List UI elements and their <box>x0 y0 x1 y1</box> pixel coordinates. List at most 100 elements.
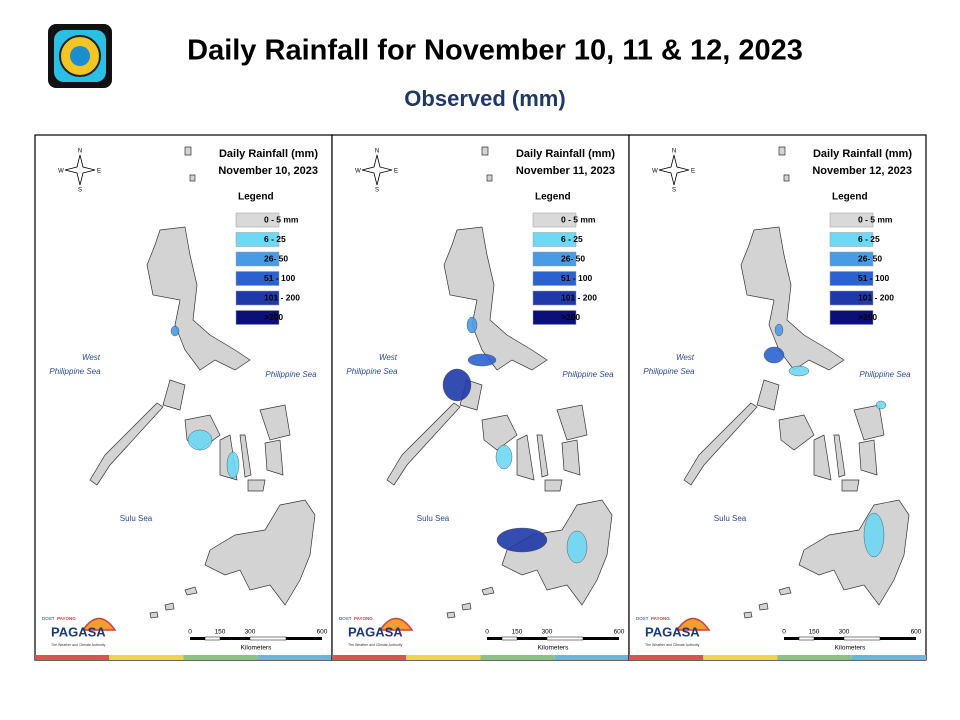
footer-strip <box>257 655 332 660</box>
compass-letter: E <box>97 169 101 175</box>
legend-label: 26- 50 <box>264 253 288 263</box>
landmass <box>841 479 860 492</box>
sea-label: Sulu Sea <box>417 514 450 523</box>
map-date: November 11, 2023 <box>516 165 615 177</box>
legend-label: 51 - 100 <box>858 273 889 283</box>
landmass <box>386 402 461 486</box>
legend-label: 26- 50 <box>858 253 882 263</box>
legend-swatch <box>829 212 874 228</box>
footer-strip <box>554 655 629 660</box>
landmass <box>556 404 588 441</box>
landmass <box>149 611 159 619</box>
map-date: November 10, 2023 <box>218 165 318 177</box>
sea-label: Philippine Sea <box>562 370 614 379</box>
landmass <box>486 174 493 182</box>
logo-text: DOST <box>339 616 352 621</box>
legend-swatch <box>829 310 874 325</box>
rainfall-area <box>788 365 810 377</box>
sea-label: West <box>82 353 101 362</box>
rainfall-area <box>763 346 785 364</box>
landmass <box>146 226 251 371</box>
landmass <box>858 439 878 476</box>
legend-swatch <box>532 310 577 325</box>
map-panel: N E S W Daily Rainfall (mm) November 12, 2023… <box>628 134 927 661</box>
scale-label: 300 <box>839 629 850 636</box>
logo-text: PAGASA <box>51 624 106 639</box>
sea-label: Sulu Sea <box>714 514 747 523</box>
scale-label: 150 <box>512 629 523 636</box>
sea-label: West <box>379 353 398 362</box>
landmass <box>446 611 456 619</box>
landmass <box>778 586 792 596</box>
legend-title: Legend <box>832 192 868 203</box>
legend-swatch <box>532 212 577 228</box>
map-heading: Daily Rainfall (mm) <box>813 148 912 160</box>
scale-label: 600 <box>317 629 328 636</box>
logo-umbrella <box>81 617 117 631</box>
compass-letter: W <box>355 169 361 175</box>
legend-swatch <box>829 232 874 247</box>
pagasa-emblem <box>48 24 112 88</box>
rainfall-area <box>496 527 548 553</box>
landmass <box>164 602 175 611</box>
legend-swatch <box>235 251 280 267</box>
rainfall-area <box>226 451 240 479</box>
legend-label: 51 - 100 <box>264 273 295 283</box>
landmass <box>89 402 164 486</box>
landmass <box>516 434 535 481</box>
logo-text: PAGASA <box>645 624 700 639</box>
legend-label: 6 - 25 <box>561 234 583 244</box>
scale-label: 300 <box>245 629 256 636</box>
landmass <box>204 499 316 606</box>
footer-strip <box>629 655 704 660</box>
landmass <box>162 379 186 411</box>
legend-title: Legend <box>238 192 274 203</box>
scale-label: 0 <box>782 629 786 636</box>
landmass <box>501 499 613 606</box>
rainfall-area <box>442 368 472 402</box>
sea-label: Philippine Sea <box>265 370 317 379</box>
logo-text: The Weather and Climate Authority <box>51 643 106 647</box>
legend-label: 6 - 25 <box>858 234 880 244</box>
footer-strip <box>777 655 852 660</box>
landmass <box>259 404 291 441</box>
rainfall-area <box>170 325 180 337</box>
footer-strip <box>332 655 407 660</box>
legend-label: >200 <box>561 312 580 322</box>
landmass <box>536 434 549 478</box>
page-title: Daily Rainfall for November 10, 11 & 12,… <box>187 35 803 67</box>
landmass <box>813 434 832 481</box>
legend-swatch <box>829 271 874 286</box>
logo-text: PAYONG <box>354 616 373 621</box>
landmass <box>481 146 489 156</box>
sea-label: West <box>676 353 695 362</box>
logo-text: PAYONG <box>57 616 76 621</box>
landmass <box>561 439 581 476</box>
landmass <box>783 174 790 182</box>
compass-letter: W <box>58 169 64 175</box>
compass-letter: N <box>375 149 379 155</box>
logo-text: The Weather and Climate Authority <box>348 643 403 647</box>
map-panel: N E S W Daily Rainfall (mm) November 11, 2023… <box>331 134 630 661</box>
landmass <box>184 146 192 156</box>
legend-swatch <box>235 310 280 325</box>
compass-letter: S <box>672 188 676 194</box>
legend-swatch <box>235 232 280 247</box>
footer-strip <box>109 655 184 660</box>
rainfall-area <box>566 530 588 564</box>
rainfall-area <box>863 512 885 558</box>
legend-label: 26- 50 <box>561 253 585 263</box>
page-subtitle: Observed (mm) <box>404 86 565 111</box>
sea-label: Philippine Sea <box>643 367 695 376</box>
landmass <box>481 414 518 451</box>
scale-label: 300 <box>542 629 553 636</box>
legend-label: >200 <box>264 312 283 322</box>
scale-label: 0 <box>485 629 489 636</box>
landmass <box>189 174 196 182</box>
compass-rose <box>658 154 690 186</box>
scale-label: 150 <box>215 629 226 636</box>
legend-swatch <box>532 290 577 306</box>
logo-text: DOST <box>636 616 649 621</box>
sea-label: Sulu Sea <box>120 514 153 523</box>
